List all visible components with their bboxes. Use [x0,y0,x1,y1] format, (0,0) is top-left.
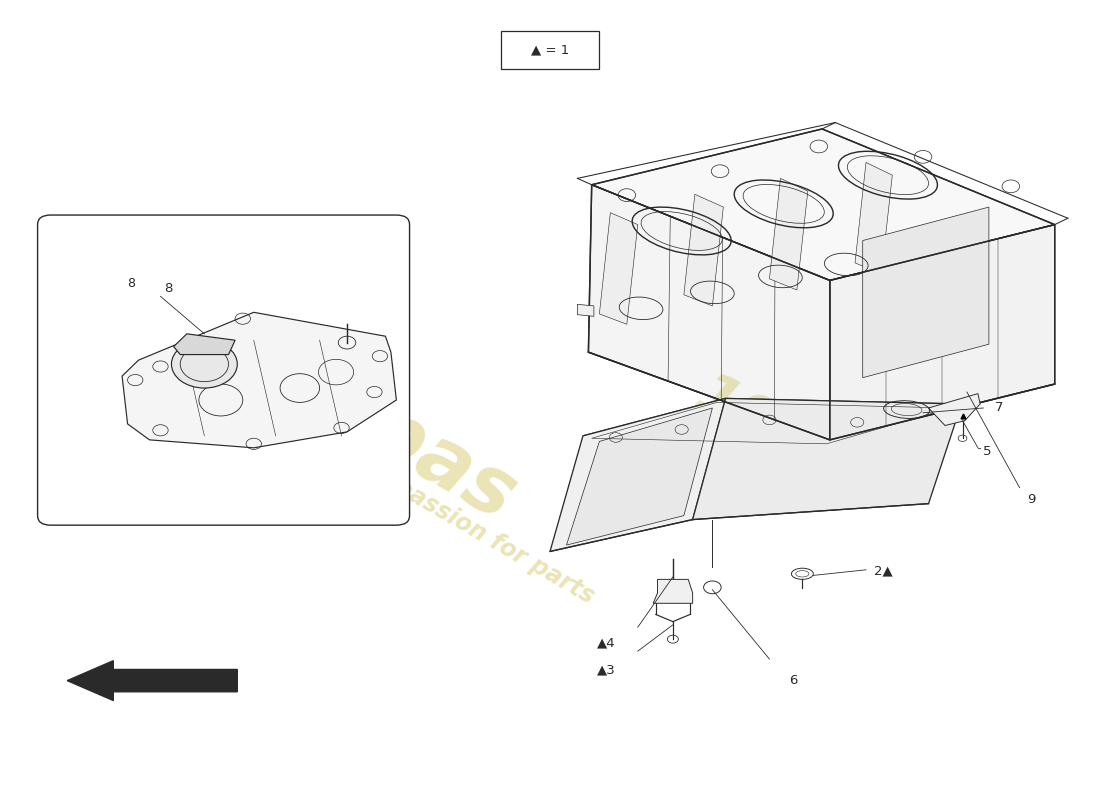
Text: eurospas: eurospas [132,262,529,538]
Circle shape [172,340,238,388]
Polygon shape [862,207,989,378]
Polygon shape [693,398,961,519]
Polygon shape [855,162,892,274]
Polygon shape [578,304,594,316]
Text: 7: 7 [994,402,1003,414]
Polygon shape [550,398,726,551]
Text: 8: 8 [164,282,173,295]
Text: 8: 8 [128,277,135,290]
Polygon shape [588,185,829,440]
Text: ▲3: ▲3 [597,663,616,676]
Polygon shape [653,579,693,603]
Text: a passion for parts: a passion for parts [370,462,598,609]
Text: 1985: 1985 [685,366,854,497]
Bar [500,31,600,69]
Polygon shape [566,408,713,545]
Polygon shape [592,129,1055,281]
Text: ▲ = 1: ▲ = 1 [531,43,569,57]
Text: 5: 5 [983,446,992,458]
Polygon shape [928,394,980,426]
Polygon shape [583,398,961,442]
Polygon shape [829,225,1055,440]
Polygon shape [174,334,235,354]
Polygon shape [600,213,638,324]
Polygon shape [769,178,807,290]
Text: 2▲: 2▲ [873,565,892,578]
Polygon shape [684,194,724,306]
Polygon shape [122,312,396,448]
FancyArrow shape [67,661,238,701]
Text: 6: 6 [789,674,797,687]
Text: ▲4: ▲4 [597,637,616,650]
FancyBboxPatch shape [37,215,409,525]
Text: 9: 9 [1027,493,1036,506]
